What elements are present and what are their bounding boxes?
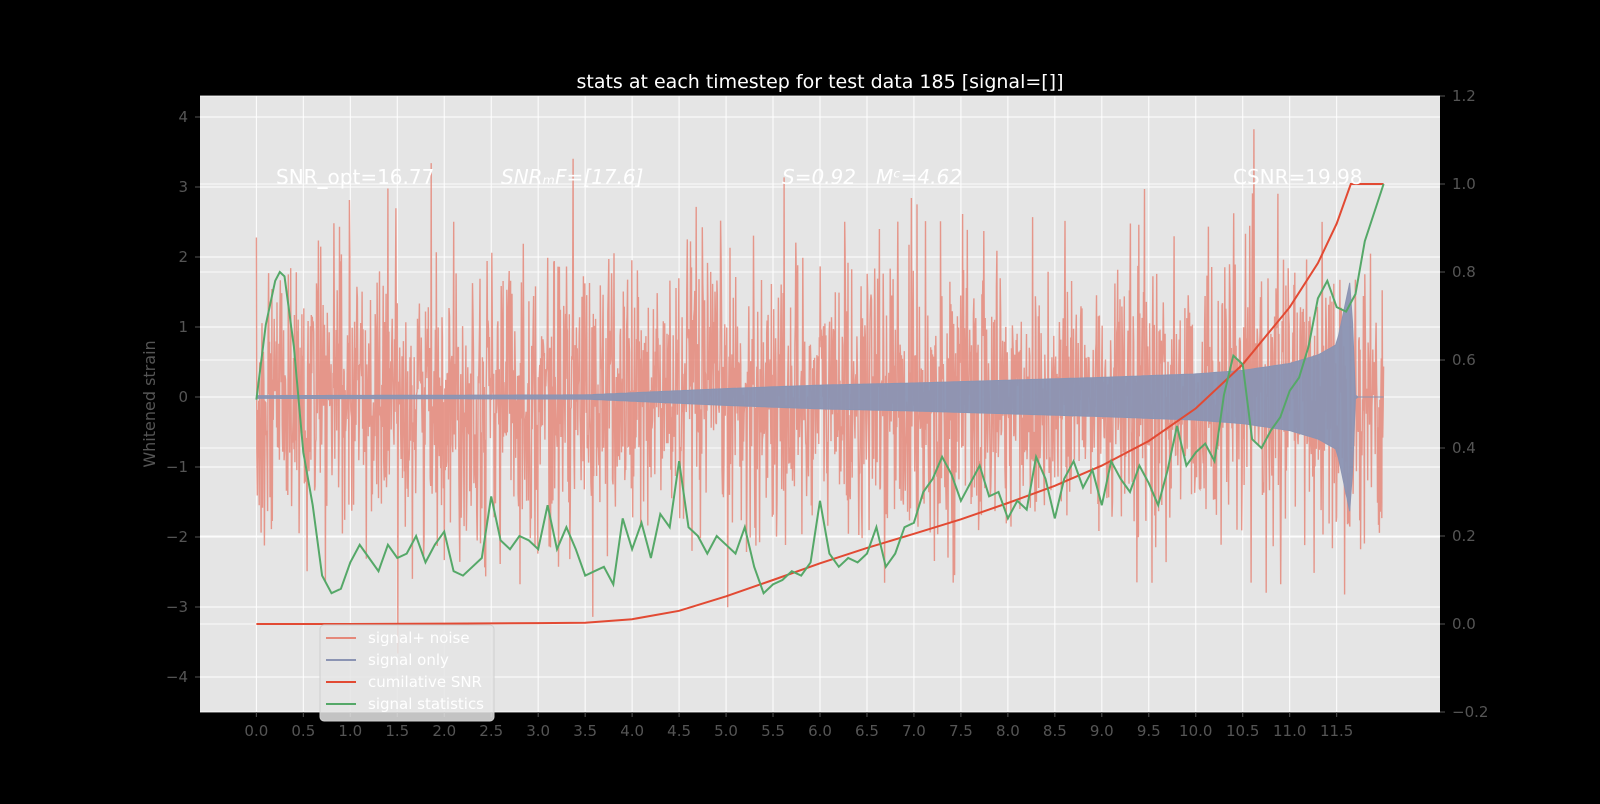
x-tick-label-13: 6.5 [855, 722, 879, 740]
x-tick-label-19: 9.5 [1137, 722, 1161, 740]
x-tick-label-7: 3.5 [573, 722, 597, 740]
annotation-csnr: CSNR=19.98 [1233, 165, 1363, 189]
line-layer [255, 183, 1385, 625]
series-signal-only [255, 282, 1384, 512]
y-right-tick-label-5: 0.2 [1452, 527, 1476, 545]
annotation-snr-opt: SNR_opt=16.77 [276, 165, 434, 189]
x-tick-label-23: 11.5 [1320, 722, 1353, 740]
annotation-spin: S=0.92 [782, 165, 856, 189]
x-tick-label-6: 3.0 [526, 722, 550, 740]
y-left-tick-label-4: 0 [178, 388, 188, 406]
y-left-tick-label-0: 4 [178, 108, 188, 126]
series-signal-statistics [255, 183, 1385, 595]
x-tick-label-18: 9.0 [1090, 722, 1114, 740]
signal-only-layer [255, 282, 1384, 512]
x-tick-label-3: 1.5 [385, 722, 409, 740]
series-cumulative-snr [256, 183, 1384, 625]
y-left-tick-label-5: −1 [166, 458, 188, 476]
y-right-tick-label-7: −0.2 [1452, 703, 1488, 721]
y-left-ticks: 4 3 2 1 0 −1 −2 −3 −4 [166, 108, 200, 686]
x-tick-label-10: 5.0 [714, 722, 738, 740]
x-tick-label-17: 8.5 [1043, 722, 1067, 740]
x-tick-label-11: 5.5 [761, 722, 785, 740]
y-left-tick-label-1: 3 [178, 178, 188, 196]
y-left-tick-label-2: 2 [178, 248, 188, 266]
x-tick-label-21: 10.5 [1226, 722, 1259, 740]
y-axis-label: Whitened strain [140, 340, 159, 467]
legend-label-cumulative-snr: cumilative SNR [368, 673, 482, 691]
annotation-chirp-mass: Mᶜ=4.62 [876, 165, 962, 189]
x-tick-label-5: 2.5 [479, 722, 503, 740]
x-tick-label-1: 0.5 [291, 722, 315, 740]
x-tick-label-15: 7.5 [949, 722, 973, 740]
x-tick-label-0: 0.0 [244, 722, 268, 740]
y-right-ticks: 1.2 1.0 0.8 0.6 0.4 0.2 0.0 −0.2 [1440, 87, 1488, 721]
annotation-snr-mf: SNRₘF=[17.6] [501, 165, 643, 189]
y-right-tick-label-6: 0.0 [1452, 615, 1476, 633]
x-tick-label-8: 4.0 [620, 722, 644, 740]
legend-box [319, 624, 495, 722]
y-right-tick-label-0: 1.2 [1452, 87, 1476, 105]
y-left-tick-label-7: −3 [166, 598, 188, 616]
y-right-tick-label-2: 0.8 [1452, 263, 1476, 281]
x-ticks: 0.0 0.5 1.0 1.5 2.0 2.5 3.0 3.5 4.0 4.5 5.0 5.5 6.0 6… [244, 712, 1353, 740]
x-tick-label-4: 2.0 [432, 722, 456, 740]
x-tick-label-20: 10.0 [1179, 722, 1212, 740]
x-tick-label-16: 8.0 [996, 722, 1020, 740]
x-tick-label-2: 1.0 [338, 722, 362, 740]
y-left-tick-label-6: −2 [166, 528, 188, 546]
y-right-tick-label-4: 0.4 [1452, 439, 1476, 457]
x-tick-label-22: 11.0 [1273, 722, 1306, 740]
legend: signal+ noise signal only cumilative SNR… [319, 624, 495, 722]
x-tick-label-12: 6.0 [808, 722, 832, 740]
x-tick-label-9: 4.5 [667, 722, 691, 740]
legend-label-signal-statistics: signal statistics [368, 695, 484, 713]
legend-label-signal-noise: signal+ noise [368, 629, 470, 647]
y-right-tick-label-1: 1.0 [1452, 175, 1476, 193]
legend-label-signal-only: signal only [368, 651, 449, 669]
y-left-tick-label-3: 1 [178, 318, 188, 336]
x-tick-label-14: 7.0 [902, 722, 926, 740]
chart-title: stats at each timestep for test data 185… [576, 71, 1063, 93]
y-right-tick-label-3: 0.6 [1452, 351, 1476, 369]
y-left-tick-label-8: −4 [166, 668, 188, 686]
